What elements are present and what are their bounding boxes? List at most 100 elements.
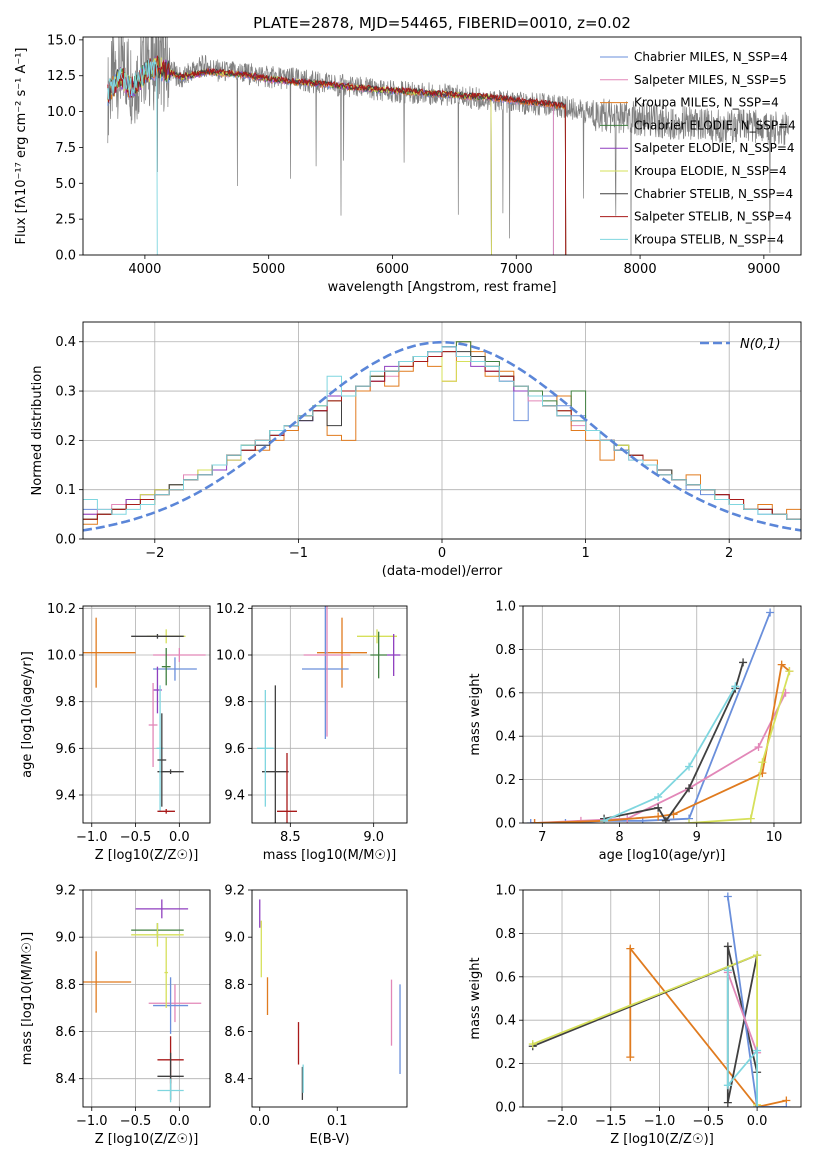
legend-entry: Chabrier STELIB, N_SSP=4 — [634, 187, 793, 201]
model-fit-line — [107, 56, 492, 255]
y-tick-label: 0.2 — [495, 1057, 516, 1072]
plus-marker — [753, 1046, 762, 1055]
mass-weight-line — [726, 972, 758, 1054]
x-axis-label: E(B-V) — [309, 1132, 349, 1147]
mass-weight-line — [688, 670, 791, 823]
x-tick-label: 10 — [766, 830, 783, 845]
x-tick-label: 8000 — [624, 262, 657, 277]
histogram-step — [83, 346, 801, 539]
x-tick-label: 7 — [538, 830, 546, 845]
y-tick-label: 0.0 — [55, 249, 76, 264]
plus-marker — [626, 944, 635, 953]
plus-marker — [782, 1103, 791, 1107]
plot-area — [107, 37, 789, 255]
y-tick-label: 0.0 — [55, 533, 76, 548]
x-tick-label: 1 — [581, 546, 589, 561]
y-tick-label: 10.0 — [47, 105, 76, 120]
y-axis-label: mass weight — [468, 957, 483, 1039]
x-tick-label: 7000 — [500, 262, 533, 277]
plus-marker — [528, 1040, 537, 1049]
y-tick-label: 15.0 — [47, 33, 76, 48]
plot-area — [83, 899, 202, 1103]
y-tick-label: 0.2 — [495, 773, 516, 788]
plus-marker — [723, 966, 732, 975]
axes-frame — [251, 889, 408, 1108]
plus-marker — [777, 660, 786, 669]
age-vs-metallicity-panel: −1.0 −0.5 0.0 9.4 9.6 9.8 10.0 10.2 Z [log10(Z/Z… — [20, 602, 211, 863]
x-tick-label: −2.0 — [546, 1114, 578, 1129]
plus-marker — [661, 816, 670, 823]
x-axis-label: (data-model)/error — [382, 564, 503, 579]
x-tick-label: 9000 — [747, 262, 780, 277]
legend-entry: Salpeter ELODIE, N_SSP=4 — [634, 141, 795, 155]
plus-marker — [526, 819, 535, 823]
y-tick-label: 10.0 — [47, 649, 76, 664]
plus-marker — [685, 762, 694, 771]
y-tick-label: 10.2 — [47, 602, 76, 617]
y-tick-label: 9.2 — [55, 884, 76, 899]
y-tick-label: 9.6 — [55, 742, 76, 757]
legend-entry: Chabrier MILES, N_SSP=4 — [634, 50, 788, 64]
x-tick-label: 9.0 — [363, 830, 384, 845]
plot-area — [83, 340, 801, 539]
y-tick-label: 10.2 — [216, 602, 245, 617]
x-tick-label: 8 — [615, 830, 623, 845]
x-tick-label: −1.0 — [76, 1114, 108, 1129]
x-axis-label: Z [log10(Z/Z☉)] — [95, 1132, 199, 1147]
plus-marker — [754, 743, 763, 752]
y-tick-label: 8.4 — [224, 1072, 245, 1087]
mass-weight-line — [534, 662, 790, 823]
y-tick-label: 1.0 — [495, 884, 516, 899]
mass-weight-line — [603, 662, 744, 823]
x-axis-label: Z [log10(Z/Z☉)] — [95, 848, 199, 863]
y-tick-label: 7.5 — [55, 141, 76, 156]
y-tick-label: 9.0 — [224, 931, 245, 946]
axes-frame — [251, 605, 408, 824]
plot-area — [83, 617, 206, 814]
x-tick-label: −0.5 — [693, 1114, 725, 1129]
x-tick-label: 0.0 — [747, 1114, 768, 1129]
model-fit-line — [107, 55, 492, 255]
y-tick-label: 0.4 — [495, 1014, 516, 1029]
x-axis-label: mass [log10(M/M☉)] — [263, 848, 396, 863]
y-tick-label: 0.4 — [495, 730, 516, 745]
y-tick-label: 8.8 — [55, 978, 76, 993]
y-tick-label: 0.6 — [495, 970, 516, 985]
y-axis-label: Flux [fλ10⁻¹⁷ erg cm⁻² s⁻¹ A⁻¹] — [14, 48, 29, 245]
mass-weight-vs-age-panel: 7 8 9 10 0.0 0.2 0.4 0.6 0.8 1.0 age [log10(age/yr… — [468, 600, 802, 863]
chart-title: PLATE=2878, MJD=54465, FIBERID=0010, z=0… — [253, 14, 631, 32]
x-tick-label: 2 — [725, 546, 733, 561]
x-tick-label: 8.5 — [280, 830, 301, 845]
mass-weight-vs-metallicity-panel: −2.0 −1.5 −1.0 −0.5 0.0 0.0 0.2 0.4 0.6 0.8 1.0 Z [… — [468, 884, 802, 1147]
y-tick-label: 0.1 — [55, 483, 76, 498]
x-tick-label: −1.5 — [595, 1114, 627, 1129]
plot-area — [257, 606, 401, 823]
y-tick-label: 0.0 — [495, 817, 516, 832]
age-vs-mass-panel: 8.5 9.0 9.4 9.6 9.8 10.0 10.2 mass [log10(M/M☉)… — [216, 602, 408, 863]
mass-vs-metallicity-panel: −1.0 −0.5 0.0 8.4 8.6 8.8 9.0 9.2 Z [log10(Z/Z☉)… — [20, 884, 211, 1147]
model-fit-line — [107, 57, 492, 255]
legend-entry: Salpeter STELIB, N_SSP=4 — [634, 210, 792, 224]
y-tick-label: 1.0 — [495, 600, 516, 615]
x-tick-label: 5000 — [252, 262, 285, 277]
axes-frame — [82, 321, 802, 540]
residual-histogram-panel: −2 −1 0 1 2 0.0 0.1 0.2 0.3 0.4 (data-model)/error… — [30, 321, 802, 579]
y-tick-label: 0.8 — [495, 643, 516, 658]
plus-marker — [739, 658, 748, 667]
x-tick-label: 0.1 — [327, 1114, 348, 1129]
plus-marker — [530, 819, 539, 823]
x-tick-label: 4000 — [128, 262, 161, 277]
mass-weight-line — [603, 685, 737, 822]
y-tick-label: 0.6 — [495, 686, 516, 701]
legend-entry: Kroupa ELODIE, N_SSP=4 — [634, 164, 787, 178]
y-tick-label: 5.0 — [55, 177, 76, 192]
plus-marker — [723, 942, 732, 951]
model-fit-line — [107, 58, 567, 255]
plus-marker — [723, 892, 732, 901]
y-tick-label: 9.4 — [224, 789, 245, 804]
plot-area — [528, 892, 791, 1107]
axes-frame — [522, 605, 802, 824]
plus-marker — [685, 784, 694, 793]
legend-entry: Kroupa STELIB, N_SSP=4 — [634, 232, 784, 246]
